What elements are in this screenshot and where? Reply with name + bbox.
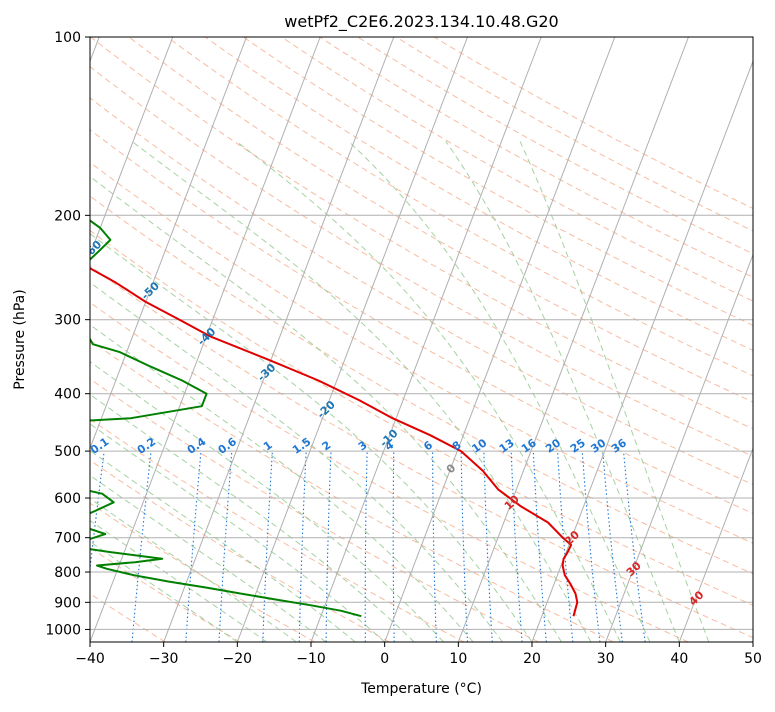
x-tick-label: 30 [597,651,615,667]
y-tick-label: 900 [54,595,81,611]
y-tick-label: 200 [54,208,81,224]
y-tick-label: 700 [54,531,81,547]
y-tick-label: 500 [54,444,81,460]
x-tick-label: 10 [449,651,467,667]
x-tick-label: 50 [744,651,762,667]
x-tick-label: −10 [296,651,326,667]
x-tick-label: 0 [380,651,389,667]
x-tick-label: −40 [75,651,105,667]
y-tick-label: 800 [54,565,81,581]
y-tick-label: 300 [54,313,81,329]
x-axis-label: Temperature (°C) [360,681,482,697]
x-tick-label: 20 [523,651,541,667]
y-tick-label: 100 [54,30,81,46]
y-tick-label: 600 [54,491,81,507]
x-tick-label: −30 [149,651,179,667]
y-tick-label: 1000 [45,622,81,638]
chart-title: wetPf2_C2E6.2023.134.10.48.G20 [284,12,558,32]
y-axis-label: Pressure (hPa) [12,289,28,389]
y-tick-label: 400 [54,387,81,403]
x-tick-label: −20 [223,651,253,667]
x-tick-label: 40 [670,651,688,667]
